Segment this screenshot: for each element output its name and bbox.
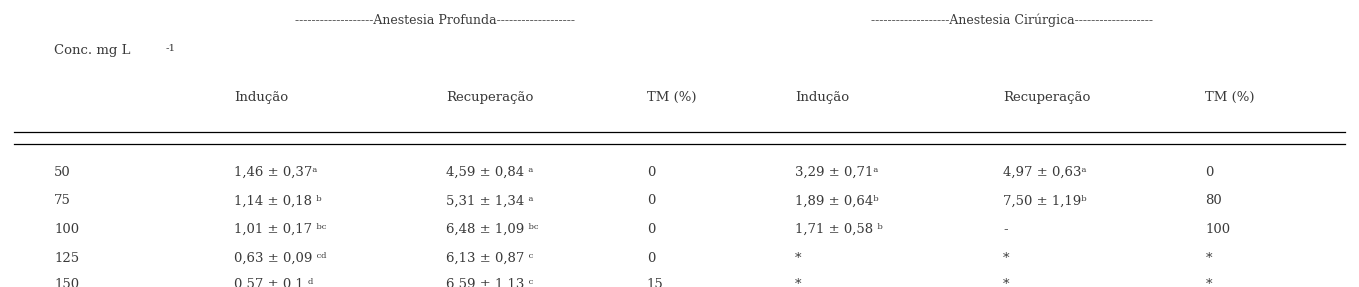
Text: 0,63 ± 0,09 ᶜᵈ: 0,63 ± 0,09 ᶜᵈ (234, 252, 326, 265)
Text: 1,71 ± 0,58 ᵇ: 1,71 ± 0,58 ᵇ (795, 223, 883, 236)
Text: -: - (1003, 223, 1007, 236)
Text: TM (%): TM (%) (1205, 91, 1254, 104)
Text: *: * (795, 252, 802, 265)
Text: 3,29 ± 0,71ᵃ: 3,29 ± 0,71ᵃ (795, 166, 878, 179)
Text: 0: 0 (647, 223, 655, 236)
Text: 100: 100 (54, 223, 79, 236)
Text: 1,14 ± 0,18 ᵇ: 1,14 ± 0,18 ᵇ (234, 194, 321, 208)
Text: 100: 100 (1205, 223, 1230, 236)
Text: 4,97 ± 0,63ᵃ: 4,97 ± 0,63ᵃ (1003, 166, 1086, 179)
Text: 80: 80 (1205, 194, 1222, 208)
Text: 0: 0 (647, 194, 655, 208)
Text: 7,50 ± 1,19ᵇ: 7,50 ± 1,19ᵇ (1003, 194, 1087, 208)
Text: 1,46 ± 0,37ᵃ: 1,46 ± 0,37ᵃ (234, 166, 317, 179)
Text: *: * (1205, 252, 1212, 265)
Text: Recuperação: Recuperação (446, 91, 533, 104)
Text: 0: 0 (647, 252, 655, 265)
Text: 125: 125 (54, 252, 79, 265)
Text: Conc. mg L: Conc. mg L (54, 44, 130, 57)
Text: *: * (795, 278, 802, 287)
Text: *: * (1003, 252, 1010, 265)
Text: 15: 15 (647, 278, 663, 287)
Text: 0: 0 (1205, 166, 1214, 179)
Text: -------------------Anestesia Profunda-------------------: -------------------Anestesia Profunda---… (295, 13, 575, 27)
Text: 6,13 ± 0,87 ᶜ: 6,13 ± 0,87 ᶜ (446, 252, 533, 265)
Text: TM (%): TM (%) (647, 91, 696, 104)
Text: 6,48 ± 1,09 ᵇᶜ: 6,48 ± 1,09 ᵇᶜ (446, 223, 538, 236)
Text: 4,59 ± 0,84 ᵃ: 4,59 ± 0,84 ᵃ (446, 166, 533, 179)
Text: 1,89 ± 0,64ᵇ: 1,89 ± 0,64ᵇ (795, 194, 879, 208)
Text: Recuperação: Recuperação (1003, 91, 1090, 104)
Text: 6,59 ± 1,13 ᶜ: 6,59 ± 1,13 ᶜ (446, 278, 533, 287)
Text: -------------------Anestesia Cirúrgica-------------------: -------------------Anestesia Cirúrgica--… (871, 13, 1154, 27)
Text: -1: -1 (166, 44, 175, 53)
Text: 150: 150 (54, 278, 79, 287)
Text: *: * (1003, 278, 1010, 287)
Text: *: * (1205, 278, 1212, 287)
Text: 0: 0 (647, 166, 655, 179)
Text: 0,57 ± 0,1 ᵈ: 0,57 ± 0,1 ᵈ (234, 278, 313, 287)
Text: Indução: Indução (795, 91, 849, 104)
Text: 5,31 ± 1,34 ᵃ: 5,31 ± 1,34 ᵃ (446, 194, 533, 208)
Text: 1,01 ± 0,17 ᵇᶜ: 1,01 ± 0,17 ᵇᶜ (234, 223, 326, 236)
Text: Indução: Indução (234, 91, 288, 104)
Text: 75: 75 (54, 194, 71, 208)
Text: 50: 50 (54, 166, 71, 179)
